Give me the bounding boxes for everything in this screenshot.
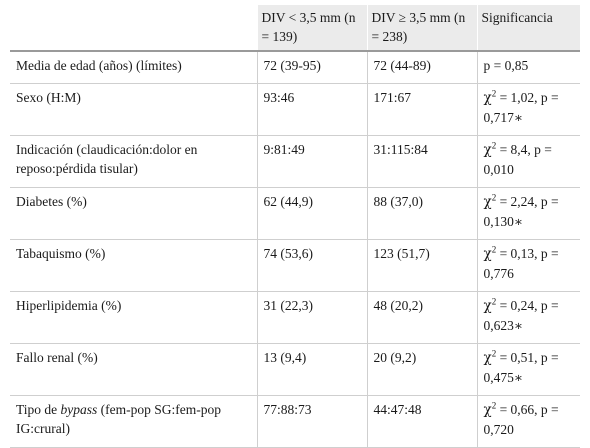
cell-div-low: 13 (9,4) [256,343,367,396]
chi-symbol: χ [483,402,492,418]
cell-div-low: 62 (44,9) [256,187,367,240]
chi-symbol: χ [483,246,492,262]
table-row: Media de edad (años) (límites) 72 (39-95… [10,51,580,84]
superscript: 2 [491,296,497,307]
cell-significance: χ2 = 0,51, p = 0,475∗ [476,343,580,396]
header-significance: Significancia [476,5,580,52]
significance-text: = 8,4, p = 0,010 [483,142,552,177]
table-row: Indicación (claudicación:dolor en reposo… [10,135,580,188]
significance-text: = 0,51, p = 0,475∗ [483,350,559,385]
header-row: DIV < 3,5 mm (n = 139) DIV ≥ 3,5 mm (n =… [10,5,580,52]
cell-div-high: 123 (51,7) [366,239,477,292]
chi-symbol: χ [483,194,492,210]
cell-div-low: 9:81:49 [256,135,367,188]
cell-significance: χ2 = 0,13, p = 0,776 [476,239,580,292]
cell-significance: χ2 = 0,66, p = 0,720 [476,395,580,448]
header-div-low: DIV < 3,5 mm (n = 139) [256,5,367,52]
cell-div-high: 88 (37,0) [366,187,477,240]
cell-div-high: 20 (9,2) [366,343,477,396]
label-text: Tipo de [16,402,61,417]
superscript: 2 [491,192,497,203]
table-row: Sexo (H:M) 93:46 171:67 χ2 = 1,02, p = 0… [10,83,580,136]
row-label: Hiperlipidemia (%) [10,291,257,344]
superscript: 2 [491,348,497,359]
chi-symbol: χ [483,298,492,314]
cell-div-high: 72 (44-89) [366,51,477,84]
row-label: Indicación (claudicación:dolor en reposo… [10,135,257,188]
row-label: Tipo de bypass (fem-pop SG:fem-pop IG:cr… [10,395,257,448]
table-row: Tabaquismo (%) 74 (53,6) 123 (51,7) χ2 =… [10,239,580,292]
header-div-high: DIV ≥ 3,5 mm (n = 238) [366,5,477,52]
row-label: Tabaquismo (%) [10,239,257,292]
cell-significance: p = 0,85 [476,51,580,84]
cell-significance: χ2 = 2,24, p = 0,130∗ [476,187,580,240]
cell-div-high: 171:67 [366,83,477,136]
significance-text: = 2,24, p = 0,130∗ [483,194,559,229]
superscript: 2 [491,88,497,99]
row-label: Sexo (H:M) [10,83,257,136]
header-empty [10,5,257,52]
table-row: Diabetes (%) 62 (44,9) 88 (37,0) χ2 = 2,… [10,187,580,240]
cell-div-low: 74 (53,6) [256,239,367,292]
cell-div-low: 72 (39-95) [256,51,367,84]
table-row: Tipo de bypass (fem-pop SG:fem-pop IG:cr… [10,395,580,448]
cell-div-high: 44:47:48 [366,395,477,448]
label-italic: bypass [60,402,98,417]
cell-div-low: 77:88:73 [256,395,367,448]
label-text: (fem-pop SG:fem-pop IG:crural) [16,402,221,436]
row-label: Media de edad (años) (límites) [10,51,257,84]
significance-text: = 0,66, p = 0,720 [483,402,559,437]
superscript: 2 [491,140,497,151]
significance-text: = 0,24, p = 0,623∗ [483,298,559,333]
table-row: Fallo renal (%) 13 (9,4) 20 (9,2) χ2 = 0… [10,343,580,396]
cell-div-high: 31:115:84 [366,135,477,188]
significance-text: = 0,13, p = 0,776 [483,246,559,281]
cell-significance: χ2 = 8,4, p = 0,010 [476,135,580,188]
data-table: DIV < 3,5 mm (n = 139) DIV ≥ 3,5 mm (n =… [10,5,580,448]
cell-significance: χ2 = 0,24, p = 0,623∗ [476,291,580,344]
chi-symbol: χ [483,142,492,158]
cell-div-low: 93:46 [256,83,367,136]
chi-symbol: χ [483,350,492,366]
superscript: 2 [491,244,497,255]
cell-significance: χ2 = 1,02, p = 0,717∗ [476,83,580,136]
cell-div-high: 48 (20,2) [366,291,477,344]
superscript: 2 [491,400,497,411]
row-label: Diabetes (%) [10,187,257,240]
row-label: Fallo renal (%) [10,343,257,396]
chi-symbol: χ [483,90,492,106]
significance-text: = 1,02, p = 0,717∗ [483,90,559,125]
cell-div-low: 31 (22,3) [256,291,367,344]
table-row: Hiperlipidemia (%) 31 (22,3) 48 (20,2) χ… [10,291,580,344]
